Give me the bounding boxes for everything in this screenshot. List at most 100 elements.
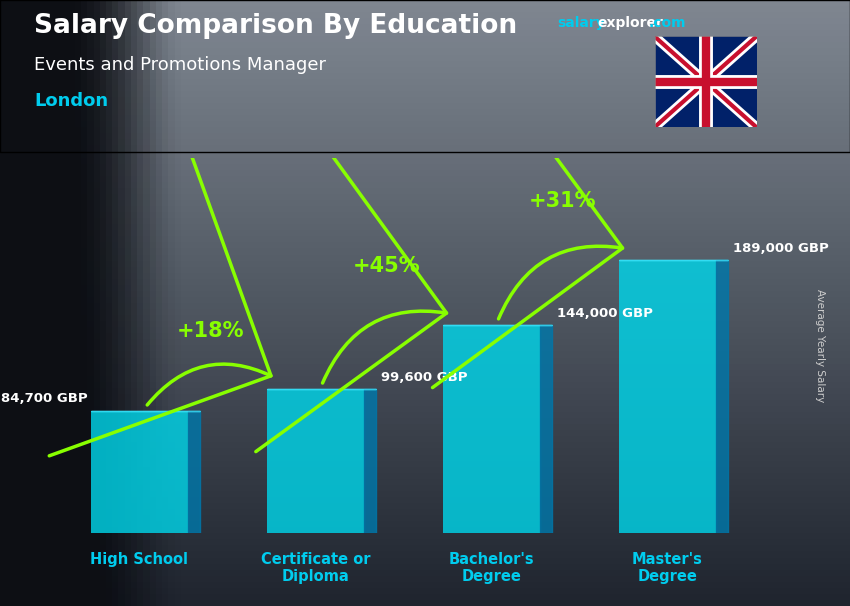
Bar [0,515,850,521]
Bar [0,230,850,236]
Bar [0,242,850,248]
Bar [0,0,13,606]
Bar [0,345,850,351]
Bar [0,182,850,188]
Bar [0,436,850,442]
Bar [0,133,850,139]
Bar [0,430,850,436]
Polygon shape [716,260,728,533]
Bar [0,0,62,606]
Bar [0,291,850,297]
Bar [0,527,850,533]
Bar [0,594,850,600]
Bar [619,260,716,533]
Bar [0,0,156,606]
Text: Average Yearly Salary: Average Yearly Salary [815,289,825,402]
Bar [0,297,850,303]
Bar [0,145,850,152]
Bar [0,0,99,606]
Bar [0,0,181,606]
Bar [443,325,540,533]
Bar [0,115,850,121]
Bar [0,273,850,279]
Bar [0,200,850,206]
Bar [0,0,75,606]
Bar [0,576,850,582]
Bar [0,164,850,170]
Bar [0,121,850,127]
Bar [0,497,850,503]
Bar [0,0,56,606]
Text: +18%: +18% [177,321,244,341]
Bar [0,0,112,606]
Bar [0,91,850,97]
Bar [0,545,850,551]
Text: Events and Promotions Manager: Events and Promotions Manager [34,56,326,74]
Bar [0,442,850,448]
Bar [0,0,69,606]
Bar [0,315,850,321]
Bar [0,73,850,79]
Bar [0,0,25,606]
Bar [0,364,850,370]
Bar [0,0,50,606]
Bar [0,67,850,73]
Text: 84,700 GBP: 84,700 GBP [1,392,88,405]
Bar [0,333,850,339]
Bar [0,55,850,61]
Bar [0,558,850,564]
Polygon shape [364,389,376,533]
Bar [0,491,850,497]
Text: explorer: explorer [598,16,663,30]
Bar [0,503,850,509]
Text: 99,600 GBP: 99,600 GBP [382,371,468,384]
Text: salary: salary [557,16,604,30]
Bar [0,97,850,103]
Bar [0,188,850,194]
Bar [0,351,850,358]
Bar [0,0,43,606]
Bar [0,600,850,606]
Polygon shape [188,411,200,533]
Bar [0,248,850,255]
Bar [0,376,850,382]
Bar [0,0,144,606]
Bar [0,0,174,606]
Bar [0,152,850,158]
Bar [0,321,850,327]
Bar [0,267,850,273]
Bar [0,0,850,6]
Bar [0,454,850,461]
Bar [0,24,850,30]
Bar [0,176,850,182]
Bar [0,485,850,491]
Bar [0,406,850,412]
Text: 189,000 GBP: 189,000 GBP [734,242,829,255]
Bar [0,0,88,606]
Bar [0,588,850,594]
Bar [0,0,94,606]
Text: +45%: +45% [353,256,421,276]
Bar [0,0,81,606]
Bar [267,389,364,533]
Bar [0,388,850,394]
Bar [0,18,850,24]
Bar [0,236,850,242]
Bar [0,36,850,42]
Bar [0,12,850,18]
FancyArrowPatch shape [49,154,271,456]
Bar [0,382,850,388]
Bar [0,0,6,606]
Bar [0,564,850,570]
Bar [0,509,850,515]
Bar [0,327,850,333]
Bar [0,303,850,309]
Bar [0,48,850,55]
Bar [0,0,125,606]
Bar [0,0,150,606]
Bar [0,0,19,606]
Bar [0,0,168,606]
Bar [0,551,850,558]
Bar [0,261,850,267]
Bar [91,411,188,533]
